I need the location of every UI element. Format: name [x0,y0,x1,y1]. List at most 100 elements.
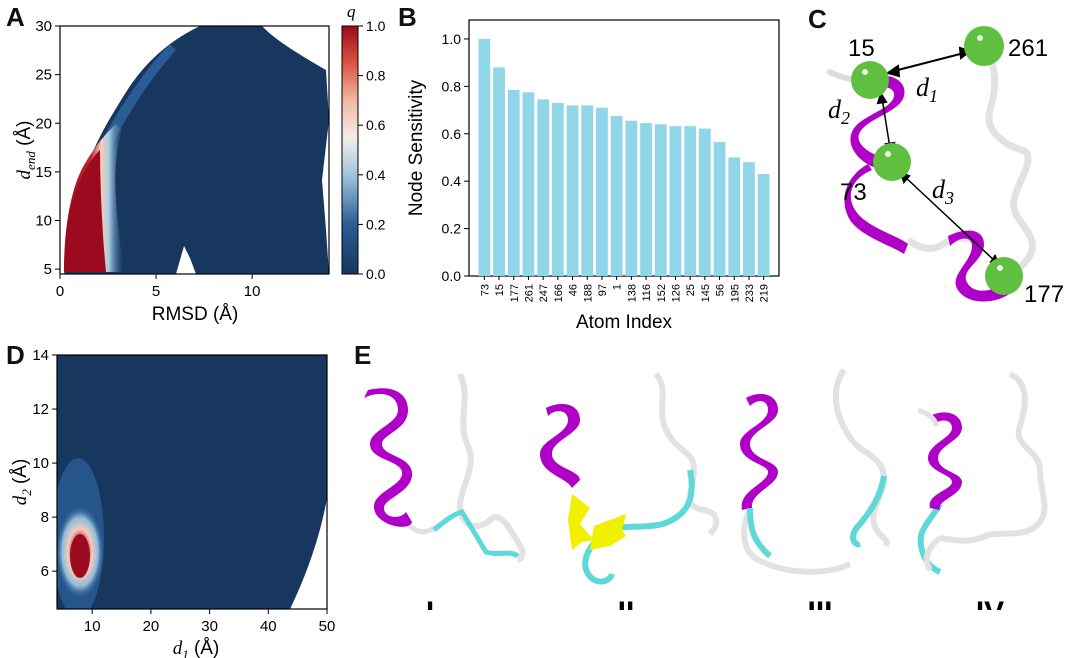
colorbar-tick-label: 0.2 [366,216,386,232]
panel-e-letter: E [354,340,372,370]
colorbar [341,25,359,275]
colorbar-tick-label: 1.0 [366,18,386,34]
y-tick-label: 0.0 [442,268,462,284]
x-tick-label: 261 [523,284,535,302]
x-tick-label: 46 [568,284,580,296]
bar-177 [507,89,520,276]
x-tick-label: 126 [670,284,682,302]
panel-b-letter: B [398,2,417,32]
y-axis-label: Node Sensitivity [406,79,427,216]
x-tick-label: 10 [244,283,261,300]
distance-label-d3: d3 [932,175,954,208]
colorbar-tick-label: 0.4 [366,167,386,183]
y-tick-label: 12 [32,401,49,418]
y-axis-label: d2 (Å) [10,459,34,506]
x-tick-label: 97 [597,284,609,296]
y-tick-label: 1.0 [442,31,462,47]
conformation-structures-e: I II III IV [364,368,1048,610]
y-tick-label: 15 [35,164,52,181]
y-tick-label: 8 [41,509,49,526]
svg-text:d2 (Å): d2 (Å) [10,459,34,506]
x-tick-label: 219 [759,284,771,302]
svg-text:d1 (Å): d1 (Å) [173,638,220,658]
x-tick-label: 5 [152,283,160,300]
x-tick-label: 56 [715,284,727,296]
x-tick-label: 177 [509,284,521,302]
x-tick-label: 233 [744,284,756,302]
density-region [57,355,327,609]
y-tick-label: 20 [35,115,52,132]
bar-116 [640,123,652,276]
bar-188 [581,105,594,276]
y-tick-label: 10 [35,213,52,230]
x-tick-label: 0 [56,283,64,300]
y-tick-label: 10 [32,455,49,472]
x-axis-label: d1 (Å) [173,638,220,658]
bar-166 [551,102,564,277]
colorbar-tick-label: 0.0 [366,266,386,282]
protein-structure-c: 15 261 73 177 d1 d2 d3 [827,26,1064,308]
structure-iv [917,371,1048,575]
x-tick-label: 1 [612,284,624,290]
bar-97 [596,107,608,276]
x-tick-label: 40 [260,618,277,635]
svg-text:dend (Å): dend (Å) [14,121,38,180]
structure-label-iii: III [807,596,832,610]
structure-label-iv: IV [976,596,1004,610]
bar-15 [493,67,505,276]
atom-label-73: 73 [840,179,867,206]
panel-c-letter: C [808,4,827,34]
x-axis-label: Atom Index [576,312,673,333]
x-tick-label: 195 [729,284,741,302]
node-sensitivity-bar-chart: 73 15 177 261 247 166 46 188 97 1 138 116 152 126 25 14… [406,19,780,333]
atom-spheres [851,26,1023,295]
bar-46 [566,105,579,276]
structure-label-ii: II [618,596,635,610]
y-tick-label: 5 [44,261,52,278]
panel-a-letter: A [6,2,25,32]
bar-25 [684,126,697,276]
bar-195 [728,157,741,276]
colorbar-tick-label: 0.8 [366,68,386,84]
atom-label-261: 261 [1008,35,1048,62]
x-tick-label: 10 [84,618,101,635]
x-tick-label: 166 [553,284,565,302]
atom-label-15: 15 [848,35,875,62]
distance-label-d1: d1 [916,73,938,106]
bar-145 [698,128,711,276]
d1-d2-heatmap: 10 20 30 40 50 6 8 10 12 14 d1 (Å) d2 (Å) [10,347,335,658]
density-region [64,26,329,274]
y-axis-label: dend (Å) [14,121,38,180]
x-tick-label: 25 [685,284,697,296]
bar-233 [743,162,755,276]
y-tick-label: 30 [35,18,52,35]
y-tick-label: 6 [41,563,49,580]
x-tick-label: 188 [582,284,594,302]
atom-label-177: 177 [1024,281,1064,308]
bar-138 [625,120,638,276]
structure-label-i: I [426,596,434,610]
bar-56 [713,142,726,276]
colorbar-label: q [347,2,356,21]
x-tick-label: 73 [479,284,491,296]
x-tick-label: 138 [626,284,638,302]
x-tick-label: 145 [700,284,712,302]
structure-iii [740,368,890,575]
colorbar-tick-label: 0.6 [366,117,386,133]
x-tick-label: 15 [494,284,506,296]
bar-73 [478,38,491,276]
distance-label-d2: d2 [828,95,850,128]
x-tick-label: 116 [641,284,653,302]
bar-247 [537,99,550,276]
x-tick-label: 30 [201,618,218,635]
panel-d-letter: D [6,340,25,370]
x-tick-label: 247 [538,284,550,302]
x-tick-label: 152 [656,284,668,302]
bar-261 [522,92,535,276]
x-axis-label: RMSD (Å) [152,304,239,325]
y-tick-label: 0.2 [442,221,462,237]
y-tick-label: 25 [35,67,52,84]
y-tick-label: 0.6 [442,126,462,142]
x-tick-label: 20 [143,618,160,635]
